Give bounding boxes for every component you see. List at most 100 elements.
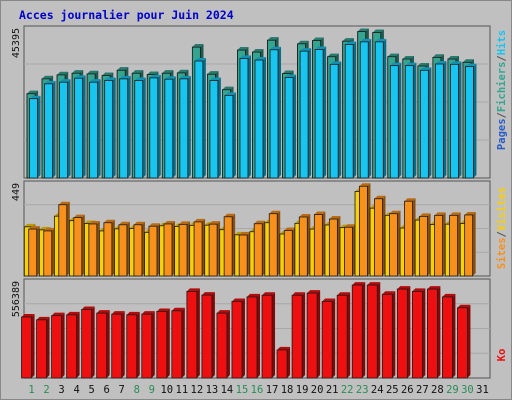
bar-hits-day-30 xyxy=(465,66,474,179)
bar-ko-day-27 xyxy=(411,291,423,379)
bar-top-fichiers xyxy=(87,70,99,74)
bar-top-sites xyxy=(464,211,476,215)
x-tick-label: 4 xyxy=(73,384,79,396)
bar-top-sites xyxy=(148,223,160,227)
bar-ko-day-3 xyxy=(51,315,62,379)
bar-hits-day-6 xyxy=(104,80,114,179)
x-tick-label: 29 xyxy=(446,384,459,396)
bar-top-hits xyxy=(149,74,161,78)
bar-top-sites xyxy=(314,211,326,215)
bar-hits-day-5 xyxy=(89,81,99,179)
bar-hits-day-18 xyxy=(284,77,294,179)
bar-side-ko xyxy=(392,291,396,378)
bar-side-hits xyxy=(97,79,101,178)
bar-side-hits xyxy=(187,75,191,178)
bar-hits-day-14 xyxy=(224,94,234,179)
bar-sites-day-15 xyxy=(238,234,248,277)
bar-top-hits xyxy=(209,77,221,81)
panel-max-label: 449 xyxy=(11,183,22,201)
x-tick-label: 7 xyxy=(119,384,125,396)
bar-side-hits xyxy=(473,63,477,179)
bar-top-fichiers xyxy=(387,53,399,57)
bar-top-ko xyxy=(81,306,95,310)
legend-item: Hits xyxy=(496,30,508,55)
bar-top-hits xyxy=(164,76,176,80)
x-tick-label: 2 xyxy=(43,384,49,396)
x-tick-label: 31 xyxy=(476,384,489,396)
panel-max-label: 45395 xyxy=(11,28,22,58)
bar-top-sites xyxy=(449,212,461,216)
bar-top-hits xyxy=(239,55,251,59)
bar-hits-day-23 xyxy=(359,41,369,179)
bar-side-hits xyxy=(263,57,266,179)
bar-hits-day-13 xyxy=(209,80,219,179)
bar-ko-day-20 xyxy=(306,292,318,379)
bar-side-hits xyxy=(217,77,221,178)
bar-top-visites xyxy=(24,223,36,227)
bar-side-hits xyxy=(368,38,372,178)
legend-item: Sites xyxy=(496,237,508,269)
bar-top-sites xyxy=(359,183,371,187)
bar-side-hits xyxy=(458,61,462,178)
x-tick-label: 18 xyxy=(281,384,294,396)
legend-item: / xyxy=(496,55,508,61)
bar-sites-day-20 xyxy=(313,214,323,277)
bar-side-ko xyxy=(181,307,185,378)
bar-side-hits xyxy=(383,38,387,178)
bar-top-ko xyxy=(201,292,215,296)
bar-top-ko xyxy=(427,286,441,290)
bar-top-fichiers xyxy=(237,47,249,51)
bar-top-ko xyxy=(382,291,396,295)
bar-ko-day-19 xyxy=(291,294,303,379)
bar-top-sites xyxy=(88,220,100,224)
bar-side-ko xyxy=(121,311,125,378)
bar-top-hits xyxy=(194,58,206,62)
bar-hits-day-3 xyxy=(59,81,68,179)
x-tick-label: 21 xyxy=(326,384,339,396)
bar-side-hits xyxy=(323,46,327,179)
bar-top-sites xyxy=(404,198,416,202)
bar-top-ko xyxy=(352,282,366,286)
bar-top-sites xyxy=(389,210,401,214)
bar-top-hits xyxy=(300,48,312,52)
bar-side-ko xyxy=(347,292,351,378)
bar-side-ko xyxy=(452,293,456,378)
bar-top-sites xyxy=(28,226,40,230)
bar-top-fichiers xyxy=(342,38,354,42)
bar-side-ko xyxy=(437,286,441,378)
bar-ko-day-17 xyxy=(261,294,273,379)
bar-side-ko xyxy=(377,282,381,378)
x-tick-label: 8 xyxy=(134,384,140,396)
bar-top-ko xyxy=(262,292,276,296)
bar-top-fichiers xyxy=(117,67,129,71)
bar-top-ko xyxy=(337,292,351,296)
bar-top-ko xyxy=(457,304,471,308)
bar-top-ko xyxy=(51,312,65,316)
bar-top-hits xyxy=(104,77,116,81)
x-tick-label: 17 xyxy=(266,384,279,396)
bar-sites-day-27 xyxy=(419,215,428,277)
bar-sites-day-23 xyxy=(359,185,368,277)
bar-side-hits xyxy=(443,61,447,179)
chart-title: Acces journalier pour Juin 2024 xyxy=(19,8,234,22)
bar-side-sites xyxy=(472,211,476,276)
x-tick-label: 14 xyxy=(221,384,234,396)
legend-item: Fichiers xyxy=(496,62,508,113)
bar-top-hits xyxy=(360,38,372,42)
bar-top-ko xyxy=(171,307,185,311)
bar-top-hits xyxy=(420,67,432,71)
bar-ko-day-29 xyxy=(442,296,453,379)
bar-top-hits xyxy=(224,92,236,96)
panel-visites_sites: 449 xyxy=(11,180,491,277)
bar-hits-day-15 xyxy=(239,57,249,179)
bar-side-hits xyxy=(278,46,282,178)
x-tick-label: 11 xyxy=(176,384,189,396)
bar-top-fichiers xyxy=(402,56,414,60)
bar-ko-day-8 xyxy=(126,314,138,379)
bar-top-sites xyxy=(43,227,55,231)
bar-top-ko xyxy=(277,346,291,350)
x-tick-label: 22 xyxy=(341,384,354,396)
bar-top-hits xyxy=(44,80,56,84)
bar-top-ko xyxy=(292,292,306,296)
